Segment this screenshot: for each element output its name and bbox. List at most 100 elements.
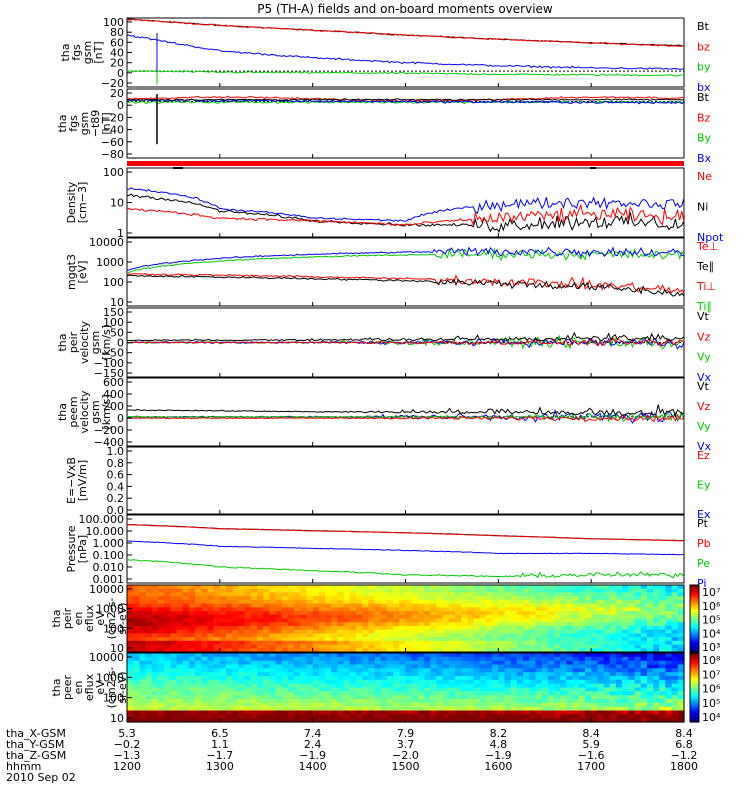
y-tick-label: 20: [110, 57, 124, 70]
y-axis-label: Pressure: [65, 525, 78, 572]
y-axis-label: en: [72, 681, 85, 695]
series-vt: [127, 331, 685, 342]
y-axis-label: fgs: [70, 44, 83, 61]
colorbar-label: 10⁶: [702, 683, 721, 696]
y-axis-label: eflux: [83, 604, 96, 632]
y-axis-label: [nT]: [92, 41, 105, 63]
legend-entry: By: [697, 132, 712, 145]
legend-entry: Bt: [697, 91, 710, 104]
y-tick-label: 10000: [89, 236, 124, 249]
legend-entry: by: [697, 61, 711, 74]
y-tick-label: 100: [103, 276, 124, 289]
legend-entry: Pe: [697, 557, 710, 570]
ephem-row-label: hhmm: [6, 760, 41, 773]
series-te-par: [126, 274, 685, 297]
y-axis-label: peir: [61, 607, 74, 629]
y-axis-label: [nT]: [100, 112, 113, 134]
panel-frame: [126, 237, 685, 307]
y-tick-label: 400: [103, 388, 124, 401]
colorbar-label: 10⁵: [702, 614, 720, 627]
series-vz: [127, 413, 685, 423]
series-vz: [126, 337, 685, 347]
y-tick-label: −60: [101, 136, 124, 149]
series-pe: [126, 559, 685, 579]
y-axis-label: velocity: [78, 321, 91, 364]
y-tick-label: 20: [110, 87, 124, 100]
y-tick-label: −50: [101, 347, 124, 360]
legend-entry: Vz: [697, 330, 711, 343]
series-pb: [127, 524, 685, 542]
y-axis-label: tha: [50, 609, 63, 627]
y-tick-label: 1000: [96, 256, 124, 269]
ephem-value: 4.8: [490, 738, 508, 751]
y-tick-label: 0.0: [107, 504, 125, 517]
y-axis-label: gsm: [78, 112, 91, 135]
colorbar-label: 10⁷: [702, 668, 720, 681]
panel-frame: [126, 446, 685, 515]
y-tick-label: 60: [110, 36, 124, 49]
ephem-row-label: tha_Z-GSM: [6, 749, 66, 762]
spectrogram-cells: [127, 653, 685, 723]
y-tick-label: 80: [110, 26, 124, 39]
colorbar-label: 10⁶: [702, 600, 721, 613]
y-tick-label: 10: [110, 296, 124, 309]
y-tick-label: 1.0: [107, 445, 125, 458]
y-tick-label: 50: [110, 326, 124, 339]
y-axis-label: peir: [67, 331, 80, 353]
y-axis-label: tha: [56, 114, 69, 132]
y-axis-label: [nPa]: [76, 535, 89, 563]
ephem-value: −0.2: [114, 738, 141, 751]
chart-title: P5 (TH-A) fields and on-board moments ov…: [257, 2, 553, 16]
y-tick-label: −40: [101, 124, 124, 137]
y-tick-label: 1.000: [93, 537, 125, 550]
y-tick-label: 10: [110, 642, 124, 655]
y-axis-label: −t89: [89, 110, 102, 138]
series-npot: [126, 187, 685, 222]
legend-entry: Ni: [697, 201, 708, 214]
ephem-value: 1700: [577, 760, 605, 773]
legend-entry: Vz: [697, 400, 711, 413]
y-axis-label: [eV]: [76, 261, 89, 284]
y-axis-label: eV: [94, 680, 107, 695]
y-tick-label: 600: [103, 376, 124, 389]
y-axis-label: peem: [67, 396, 80, 427]
colorbar-frame: [689, 584, 700, 653]
y-tick-label: −200: [94, 424, 124, 437]
y-axis-label: Density: [65, 181, 78, 223]
y-axis-label: E=−VxB: [65, 457, 78, 504]
legend-entry: Npot: [697, 231, 724, 244]
y-tick-label: 10.000: [86, 525, 125, 538]
legend-entry: Vx: [697, 440, 712, 453]
legend-entry: bx: [697, 81, 711, 94]
y-tick-label: 0: [117, 99, 124, 112]
panel-efield: 1.00.80.60.40.20.0 E=−VxB[mV/m] Ez Ey Ex: [65, 445, 711, 521]
panel-frame: [126, 167, 685, 238]
y-tick-label: 0.4: [107, 480, 125, 493]
ephem-row-label: tha_Y-GSM: [6, 738, 64, 751]
y-axis-label: gsm: [81, 41, 94, 64]
ephem-value: 1200: [113, 760, 141, 773]
y-tick-label: 0.100: [93, 549, 125, 562]
y-tick-label: 10: [110, 712, 124, 725]
y-axis-label: [mV/m]: [76, 460, 89, 501]
legend-entry: Vt: [697, 380, 710, 393]
y-tick-label: 40: [110, 47, 124, 60]
y-tick-label: 0: [117, 337, 124, 350]
series-vt: [127, 404, 685, 417]
series-bz: [126, 18, 685, 47]
legend-entry: Pb: [697, 537, 711, 550]
legend-entry: Vy: [697, 420, 711, 433]
panel-frame: [126, 514, 685, 584]
ephem-value: 1600: [484, 760, 512, 773]
flag-bar: [127, 161, 684, 166]
series-by: [126, 69, 685, 77]
ephem-value: 2.4: [304, 738, 322, 751]
legend-entry: Bt: [697, 20, 710, 33]
legend-entry: Ez: [697, 449, 710, 462]
series-pi: [126, 540, 684, 556]
y-axis-label: (cm2-s-: [105, 598, 118, 640]
